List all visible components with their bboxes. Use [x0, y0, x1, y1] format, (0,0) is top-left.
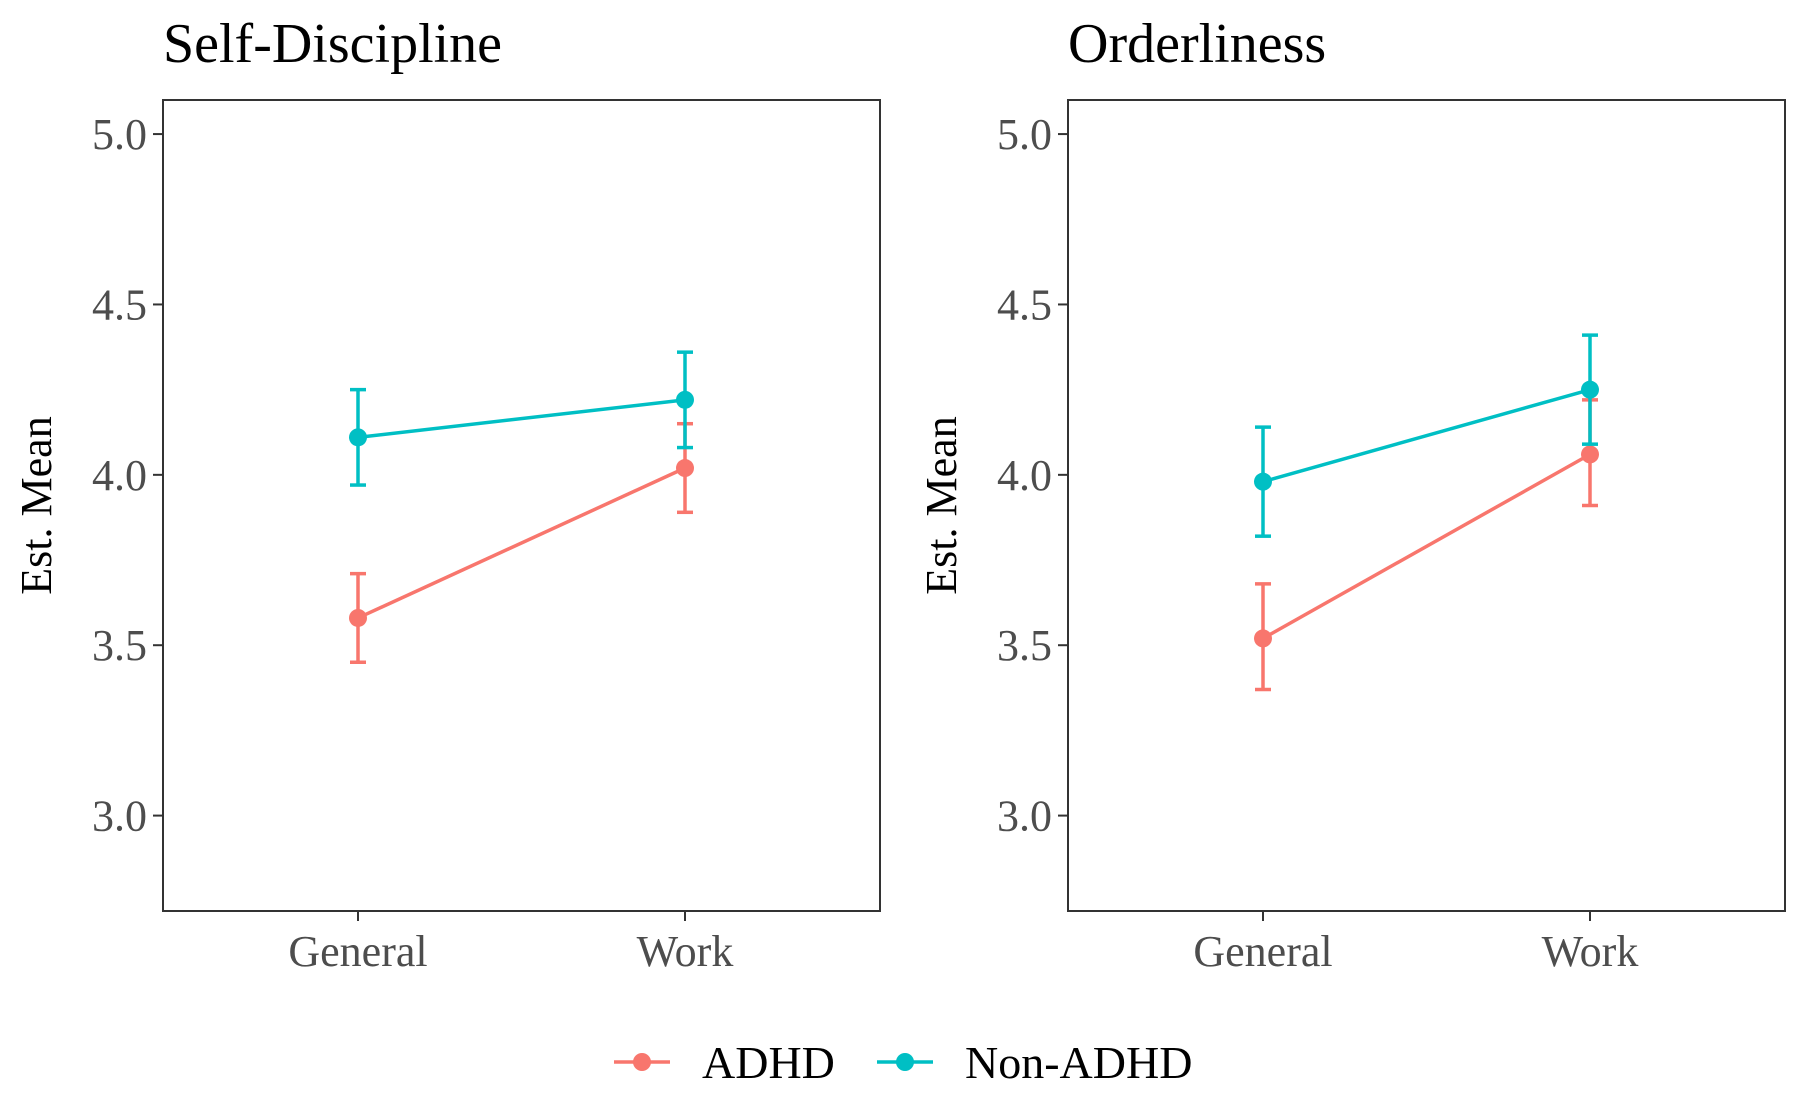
- y-tick-label: 3.0: [92, 792, 147, 841]
- chart-panel-2: Orderliness 3.0 3.5 4.0 4.5 5.0 General Work Est…: [917, 13, 1786, 976]
- plot-frame: [162, 99, 881, 912]
- y-tick-label: 3.5: [997, 621, 1052, 670]
- data-point: [349, 608, 367, 627]
- series-adhd: [349, 421, 694, 664]
- legend-label: Non-ADHD: [965, 1037, 1192, 1088]
- y-tick-label: 4.5: [997, 280, 1052, 329]
- y-tick-label: 3.5: [92, 621, 147, 670]
- legend-key-point: [896, 1053, 914, 1071]
- x-tick-label: Work: [637, 927, 734, 976]
- y-tick-label: 3.0: [997, 792, 1052, 841]
- y-tick-label: 5.0: [997, 110, 1052, 159]
- y-tick-label: 4.0: [997, 451, 1052, 500]
- series-non-adhd: [1254, 333, 1599, 538]
- series-non-adhd: [349, 350, 694, 487]
- x-tick-label: General: [288, 927, 427, 976]
- panel-title: Orderliness: [1068, 13, 1326, 75]
- data-point: [676, 459, 694, 478]
- y-axis-label: Est. Mean: [917, 416, 966, 594]
- series-line: [357, 466, 686, 620]
- data-point: [1254, 629, 1272, 648]
- x-tick-label: General: [1193, 927, 1332, 976]
- y-tick-label: 5.0: [92, 110, 147, 159]
- data-point: [349, 428, 367, 447]
- y-tick-label: 4.0: [92, 451, 147, 500]
- chart-panel-1: Self-Discipline 3.0 3.5 4.0 4.5 5.0 General Wor…: [12, 13, 881, 976]
- panel-title: Self-Discipline: [163, 13, 502, 75]
- data-point: [1581, 380, 1599, 399]
- series-line: [1262, 452, 1591, 640]
- plot-frame: [1067, 99, 1786, 912]
- legend-label: ADHD: [702, 1037, 835, 1088]
- y-tick-label: 4.5: [92, 280, 147, 329]
- data-point: [1581, 445, 1599, 464]
- data-point: [676, 390, 694, 409]
- legend-key-point: [633, 1053, 651, 1071]
- series-line: [1262, 387, 1591, 484]
- x-tick-label: Work: [1542, 927, 1639, 976]
- legend: ADHD Non-ADHD: [614, 1037, 1192, 1088]
- y-axis-label: Est. Mean: [12, 416, 61, 594]
- data-point: [1254, 472, 1272, 491]
- series-adhd: [1254, 398, 1599, 692]
- series-line: [357, 398, 686, 440]
